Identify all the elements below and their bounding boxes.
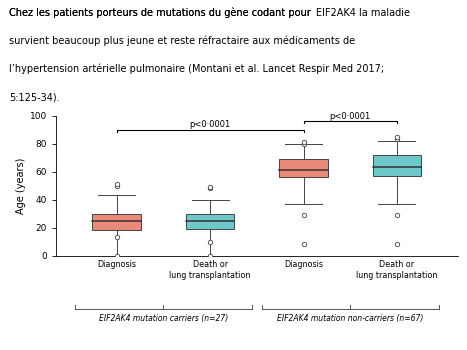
Bar [186, 214, 234, 229]
Bar [279, 159, 328, 177]
Bar [373, 155, 421, 176]
Text: EIF2AK4 mutation non-carriers (n=67): EIF2AK4 mutation non-carriers (n=67) [277, 314, 424, 323]
Bar [92, 214, 141, 230]
Text: 5:125-34).: 5:125-34). [9, 92, 60, 102]
Text: l’hypertension artérielle pulmonaire (Montani et al. Lancet Respir Med 2017;: l’hypertension artérielle pulmonaire (Mo… [9, 64, 384, 74]
Text: Chez les patients porteurs de mutations du gène codant pour: Chez les patients porteurs de mutations … [9, 7, 316, 18]
Text: survient beaucoup plus jeune et reste réfractaire aux médicaments de: survient beaucoup plus jeune et reste ré… [9, 35, 355, 46]
Text: Chez les patients porteurs de mutations du gène codant pour  EIF2AK4 la maladie: Chez les patients porteurs de mutations … [9, 7, 410, 18]
Text: p<0·0001: p<0·0001 [190, 120, 231, 129]
Text: p<0·0001: p<0·0001 [330, 112, 371, 121]
Y-axis label: Age (years): Age (years) [15, 157, 26, 214]
Text: EIF2AK4 mutation carriers (n=27): EIF2AK4 mutation carriers (n=27) [99, 314, 228, 323]
